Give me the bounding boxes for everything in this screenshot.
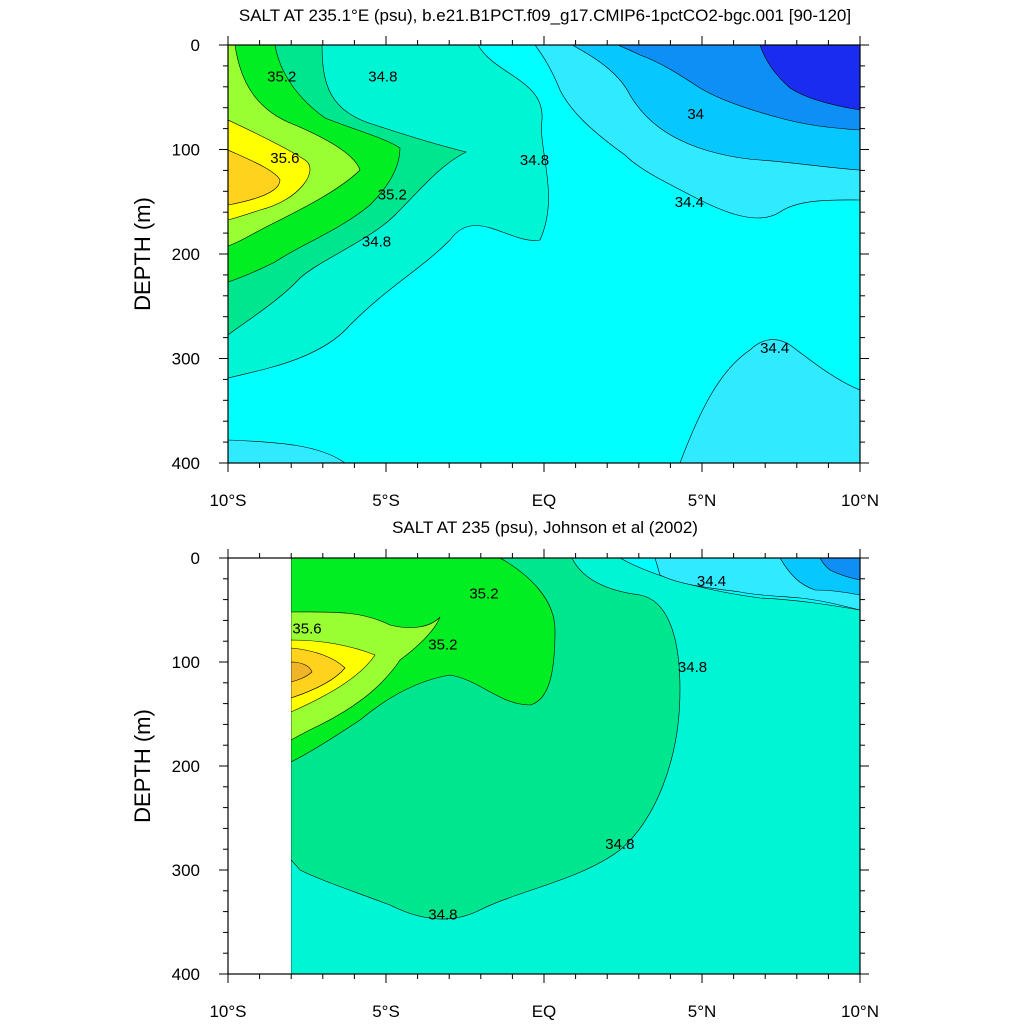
contour-label: 34.4 <box>675 194 704 211</box>
panel-top: SALT AT 235.1°E (psu), b.e21.B1PCT.f09_g… <box>130 6 879 510</box>
bottom-y-axis-label: DEPTH (m) <box>130 709 155 823</box>
contour-label: 35.2 <box>267 68 296 85</box>
x-tick-label: 5°S <box>372 1002 400 1021</box>
y-tick-label: 0 <box>191 36 200 55</box>
contour-label: 35.6 <box>270 150 299 167</box>
x-tick-label: 5°N <box>688 491 717 510</box>
bottom-axis-ticks: 10°S 5°S EQ 5°N 10°N 0 100 200 300 400 <box>172 549 879 1021</box>
contour-label: 34.8 <box>605 836 634 853</box>
bottom-fill-35.8 <box>291 647 346 699</box>
bottom-contour-labels: 35.2 35.6 35.2 34.4 34.8 34.8 34.8 <box>292 573 726 924</box>
top-y-axis-label: DEPTH (m) <box>130 197 155 311</box>
top-contour-labels: 35.2 34.8 35.6 35.2 34.8 34.8 34 34.4 34.4 <box>267 68 789 357</box>
bottom-fill-36.0 <box>291 661 313 683</box>
x-tick-label: 5°N <box>688 1002 717 1021</box>
y-tick-label: 400 <box>172 965 200 984</box>
y-tick-label: 300 <box>172 861 200 880</box>
top-contour-fill <box>228 45 860 463</box>
contour-label: 34.4 <box>760 340 789 357</box>
contour-label: 35.2 <box>378 186 407 203</box>
contour-label: 34.8 <box>520 152 549 169</box>
bottom-fill-34.0 <box>819 558 860 581</box>
y-tick-label: 0 <box>191 549 200 568</box>
contour-label: 34.8 <box>428 907 457 924</box>
bottom-fill-35.2 <box>291 558 556 763</box>
y-tick-label: 200 <box>172 245 200 264</box>
x-tick-label: 10°N <box>841 1002 879 1021</box>
panel-bottom: SALT AT 235 (psu), Johnson et al (2002) <box>130 518 879 1021</box>
x-tick-label: 5°S <box>372 491 400 510</box>
y-tick-label: 400 <box>172 454 200 473</box>
x-tick-label: 10°N <box>841 491 879 510</box>
contour-label: 34.8 <box>678 659 707 676</box>
x-tick-label: 10°S <box>209 491 246 510</box>
x-tick-label: EQ <box>532 1002 557 1021</box>
y-tick-label: 100 <box>172 141 200 160</box>
contour-label: 35.6 <box>292 621 321 638</box>
x-tick-label: 10°S <box>209 1002 246 1021</box>
bottom-title: SALT AT 235 (psu), Johnson et al (2002) <box>392 518 698 537</box>
contour-label: 35.2 <box>428 636 457 653</box>
y-tick-label: 300 <box>172 350 200 369</box>
bottom-contour-fill <box>291 558 860 974</box>
top-title: SALT AT 235.1°E (psu), b.e21.B1PCT.f09_g… <box>239 6 851 25</box>
y-tick-label: 100 <box>172 653 200 672</box>
top-fill-33.8 <box>759 45 860 111</box>
top-fill-deep-right <box>679 339 860 463</box>
contour-label: 34.8 <box>368 68 397 85</box>
contour-label: 34.4 <box>697 573 726 590</box>
top-axis-ticks: 10°S 5°S EQ 5°N 10°N 0 100 200 300 400 <box>172 36 879 510</box>
y-tick-label: 200 <box>172 757 200 776</box>
x-tick-label: EQ <box>532 491 557 510</box>
contour-label: 34 <box>687 106 704 123</box>
contour-label: 34.8 <box>362 233 391 250</box>
contour-label: 35.2 <box>469 585 498 602</box>
top-fill-35.8 <box>228 149 281 206</box>
